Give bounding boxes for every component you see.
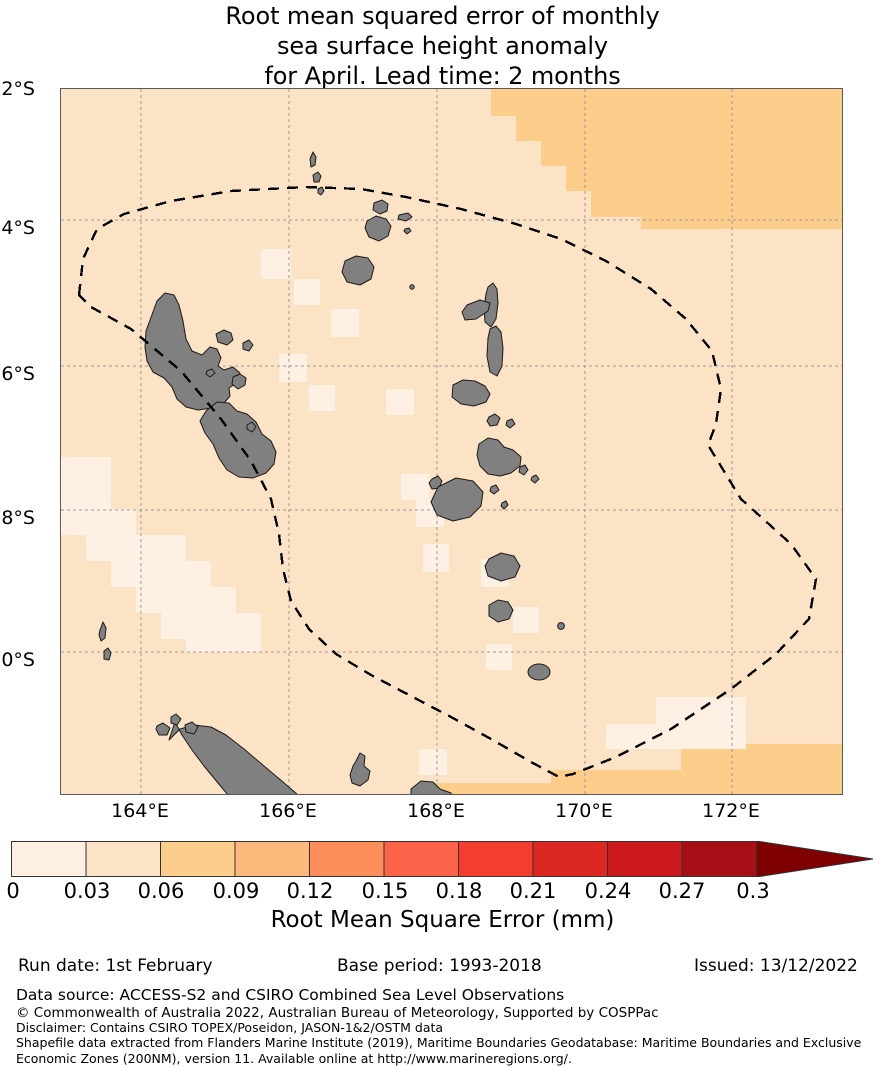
x-axis-tick-label: 168°E <box>407 800 465 822</box>
colorbar-band <box>458 841 534 877</box>
eez-boundary-line <box>77 185 818 779</box>
colorbar-tick-label: 0.3 <box>736 879 770 903</box>
copyright-text: © Commonwealth of Australia 2022, Austra… <box>16 1005 659 1021</box>
colorbar-axis-label: Root Mean Square Error (mm) <box>270 907 615 933</box>
issued-date-text: Issued: 13/12/2022 <box>694 956 858 976</box>
colorbar-tick-label: 0.21 <box>509 879 557 903</box>
colorbar-tick-label: 0.18 <box>435 879 483 903</box>
raster-cell <box>61 249 746 775</box>
colorbar <box>11 841 874 877</box>
colorbar-tick-label: 0.03 <box>63 879 111 903</box>
x-axis-tick-label: 166°E <box>259 800 317 822</box>
colorbar-band <box>309 841 385 877</box>
raster-cell <box>431 89 842 794</box>
colorbar-band <box>85 841 161 877</box>
colorbar-tick-label: 0.06 <box>137 879 185 903</box>
map-plot-area[interactable] <box>60 88 843 795</box>
colorbar-tick-label: 0.12 <box>286 879 334 903</box>
x-axis-tick-label: 170°E <box>555 800 613 822</box>
colorbar-tick-label: 0.15 <box>361 879 409 903</box>
colorbar-tick-label: 0.09 <box>212 879 260 903</box>
colorbar-band <box>532 841 608 877</box>
colorbar-tick-label: 0 <box>6 879 20 903</box>
disclaimer-text: Disclaimer: Contains CSIRO TOPEX/Poseido… <box>16 1020 444 1035</box>
credits-block: Data source: ACCESS-S2 and CSIRO Combine… <box>16 985 876 1067</box>
colorbar-band <box>383 841 459 877</box>
colorbar-band <box>160 841 236 877</box>
shapefile-credit-text: Shapefile data extracted from Flanders M… <box>16 1035 862 1066</box>
colorbar-band <box>11 841 87 877</box>
colorbar-tick-label: 0.24 <box>584 879 632 903</box>
colorbar-tick-label: 0.27 <box>658 879 706 903</box>
colorbar-over-arrow <box>756 841 874 877</box>
colorbar-band <box>234 841 310 877</box>
x-axis-tick-label: 172°E <box>702 800 760 822</box>
x-axis-tick-label: 164°E <box>111 800 169 822</box>
landmass <box>98 621 452 794</box>
base-period-text: Base period: 1993-2018 <box>337 956 542 976</box>
colorbar-band <box>607 841 683 877</box>
data-source-text: Data source: ACCESS-S2 and CSIRO Combine… <box>16 986 565 1004</box>
run-date-text: Run date: 1st February <box>18 956 213 976</box>
metadata-row: Run date: 1st February Base period: 1993… <box>0 955 885 979</box>
colorbar-band <box>681 841 757 877</box>
landmass <box>144 151 565 681</box>
page-title: Root mean squared error of monthly sea s… <box>225 2 660 90</box>
